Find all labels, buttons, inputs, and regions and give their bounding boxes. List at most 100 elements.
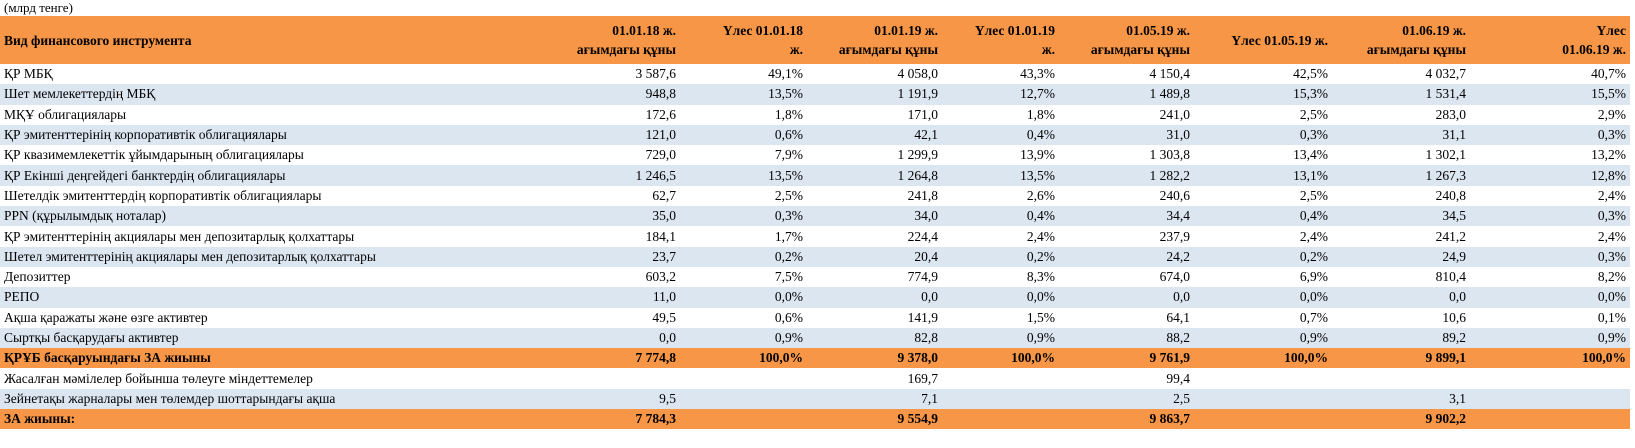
cell-value: 24,9 <box>1332 246 1470 267</box>
cell-value: 0,3% <box>1470 246 1630 267</box>
row-label: ҚР Екінші деңгейдегі банктердің облигаци… <box>0 165 560 186</box>
cell-value: 40,7% <box>1470 64 1630 85</box>
cell-value: 774,9 <box>807 266 942 288</box>
cell-value: 224,4 <box>807 226 942 247</box>
cell-value: 172,6 <box>560 104 680 125</box>
total-row: ҚРҰБ басқаруындағы ЗА жиыны 7 774,8 100,0%… <box>0 348 1630 369</box>
cell-value: 23,7 <box>560 246 680 267</box>
table-row: ҚР Екінші деңгейдегі банктердің облигаци… <box>0 165 1630 186</box>
header-col-3: 01.01.19 ж. ағымдағы құны <box>807 16 942 64</box>
cell-value: 0,4% <box>942 124 1059 146</box>
row-label: ҚР МБҚ <box>0 64 560 85</box>
table-row: Депозиттер 603,2 7,5% 774,9 8,3% 674,0 6,9% 810… <box>0 266 1630 288</box>
cell-value: 171,0 <box>807 104 942 125</box>
header-col-6: Үлес 01.05.19 ж. <box>1194 16 1332 64</box>
cell-value: 24,2 <box>1059 246 1194 267</box>
header-col-4: Үлес 01.01.19 ж. <box>942 16 1059 64</box>
report-page: (млрд тенге) Вид финансового инструмента… <box>0 0 1630 430</box>
cell-value: 240,8 <box>1332 185 1470 207</box>
cell-value: 0,4% <box>1194 206 1332 227</box>
cell-value <box>560 368 680 389</box>
cell-value: 13,5% <box>680 84 807 105</box>
cell-value: 0,2% <box>680 246 807 267</box>
cell-value: 12,8% <box>1470 165 1630 186</box>
cell-value <box>942 409 1059 430</box>
table-row: Зейнетақы жарналары мен төлемдер шоттары… <box>0 388 1630 410</box>
cell-value: 4 058,0 <box>807 64 942 85</box>
cell-value: 2,6% <box>942 185 1059 207</box>
cell-value: 2,5% <box>680 185 807 207</box>
cell-value <box>942 388 1059 410</box>
header-col-7: 01.06.19 ж. ағымдағы құны <box>1332 16 1470 64</box>
cell-value: 8,3% <box>942 266 1059 288</box>
cell-value: 729,0 <box>560 145 680 166</box>
row-label: Жасалған мәмілелер бойынша төлеуге мінде… <box>0 368 560 389</box>
cell-value: 15,3% <box>1194 84 1332 105</box>
cell-value: 1 531,4 <box>1332 84 1470 105</box>
cell-value: 43,3% <box>942 64 1059 85</box>
cell-value <box>1194 388 1332 410</box>
row-label: ҚР квазимемлекеттік ұйымдарының облигаци… <box>0 145 560 166</box>
cell-value: 13,5% <box>942 165 1059 186</box>
table-row: Сыртқы басқарудағы активтер 0,0 0,9% 82,8 0,… <box>0 327 1630 349</box>
cell-value: 9 899,1 <box>1332 348 1470 369</box>
cell-value: 15,5% <box>1470 84 1630 105</box>
cell-value: 13,5% <box>680 165 807 186</box>
cell-value: 1 303,8 <box>1059 145 1194 166</box>
cell-value: 1,8% <box>942 104 1059 125</box>
cell-value: 0,3% <box>1194 124 1332 146</box>
cell-value: 184,1 <box>560 226 680 247</box>
row-label: Депозиттер <box>0 266 560 288</box>
cell-value: 4 032,7 <box>1332 64 1470 85</box>
cell-value: 7,1 <box>807 388 942 410</box>
cell-value <box>680 368 807 389</box>
cell-value: 0,9% <box>1470 327 1630 349</box>
cell-value: 1,8% <box>680 104 807 125</box>
cell-value: 0,3% <box>1470 124 1630 146</box>
row-label: Шетел эмитенттерінің акциялары мен депоз… <box>0 246 560 267</box>
cell-value <box>680 388 807 410</box>
cell-value: 82,8 <box>807 327 942 349</box>
cell-value: 7 784,3 <box>560 409 680 430</box>
cell-value: 1 264,8 <box>807 165 942 186</box>
cell-value: 1 299,9 <box>807 145 942 166</box>
cell-value: 62,7 <box>560 185 680 207</box>
cell-value: 8,2% <box>1470 266 1630 288</box>
cell-value: 0,9% <box>942 327 1059 349</box>
cell-value: 9 902,2 <box>1332 409 1470 430</box>
cell-value: 241,2 <box>1332 226 1470 247</box>
table-row: Жасалған мәмілелер бойынша төлеуге мінде… <box>0 368 1630 389</box>
cell-value <box>680 409 807 430</box>
cell-value: 4 150,4 <box>1059 64 1194 85</box>
cell-value: 240,6 <box>1059 185 1194 207</box>
table-row: Шет мемлекеттердің МБҚ 948,8 13,5% 1 191,9 1… <box>0 84 1630 105</box>
unit-note: (млрд тенге) <box>4 0 73 15</box>
cell-value: 35,0 <box>560 206 680 227</box>
cell-value: 9 378,0 <box>807 348 942 369</box>
cell-value: 0,0 <box>1059 287 1194 308</box>
cell-value: 13,9% <box>942 145 1059 166</box>
cell-value: 0,0 <box>560 327 680 349</box>
table-body: ҚР МБҚ 3 587,6 49,1% 4 058,0 43,3% 4 150,4 42,… <box>0 64 1630 430</box>
cell-value <box>942 368 1059 389</box>
cell-value: 0,3% <box>1470 206 1630 227</box>
cell-value: 241,0 <box>1059 104 1194 125</box>
table-row: РЕПО 11,0 0,0% 0,0 0,0% 0,0 0,0% 0,0 0,0% <box>0 287 1630 308</box>
cell-value: 674,0 <box>1059 266 1194 288</box>
row-label: ҚР эмитенттерінің акциялары мен депозита… <box>0 226 560 247</box>
cell-value <box>1470 409 1630 430</box>
cell-value: 7,5% <box>680 266 807 288</box>
cell-value: 0,0% <box>942 287 1059 308</box>
cell-value: 9 554,9 <box>807 409 942 430</box>
table-row: Ақша қаражаты және өзге активтер 49,5 0,6%… <box>0 307 1630 328</box>
cell-value: 100,0% <box>1194 348 1332 369</box>
cell-value: 7,9% <box>680 145 807 166</box>
cell-value: 0,7% <box>1194 307 1332 328</box>
table-row: ҚР МБҚ 3 587,6 49,1% 4 058,0 43,3% 4 150,4 42,… <box>0 64 1630 85</box>
cell-value: 13,4% <box>1194 145 1332 166</box>
row-label: Шетелдік эмитенттердің корпоративтік обл… <box>0 185 560 207</box>
cell-value: 2,4% <box>1470 185 1630 207</box>
cell-value: 241,8 <box>807 185 942 207</box>
cell-value: 0,2% <box>1194 246 1332 267</box>
cell-value: 1 489,8 <box>1059 84 1194 105</box>
